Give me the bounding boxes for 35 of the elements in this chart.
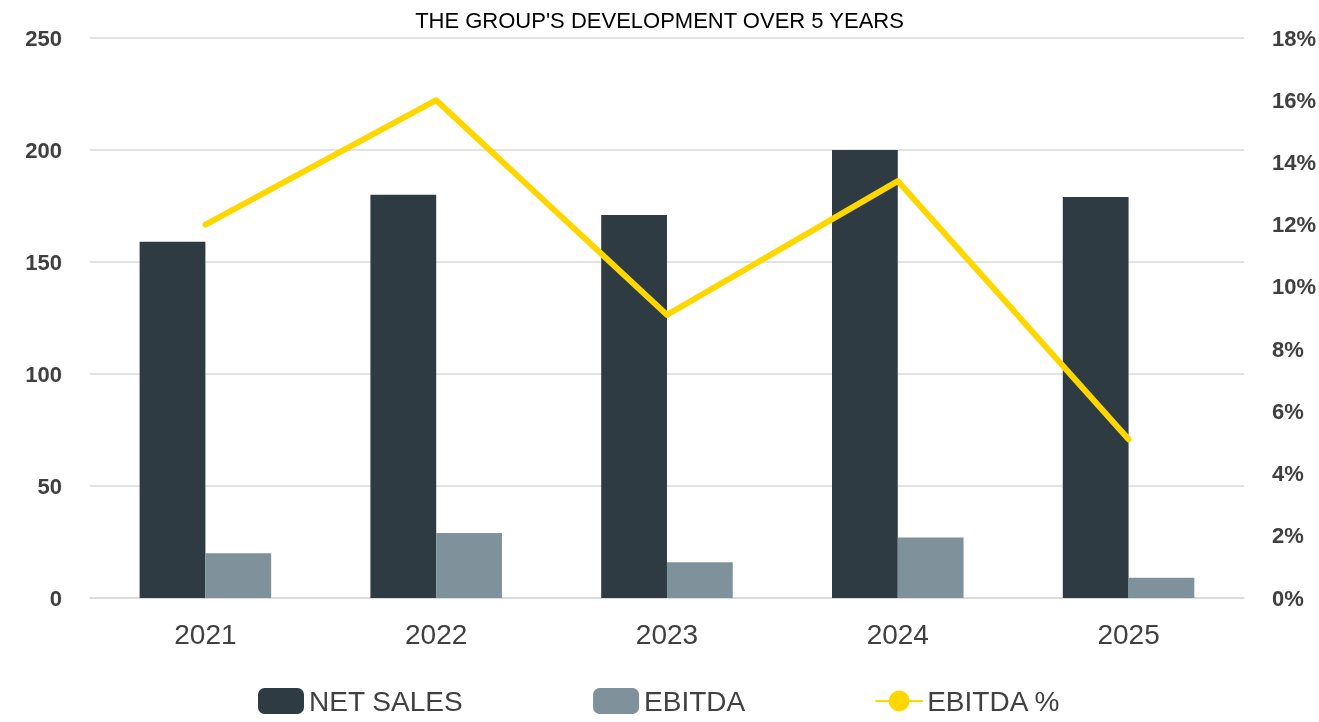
y-tick-label: 0 bbox=[49, 585, 62, 611]
y2-tick-label: 8% bbox=[1271, 336, 1304, 362]
y2-tick-label: 10% bbox=[1271, 274, 1317, 300]
y2-tick-label: 0% bbox=[1271, 585, 1304, 611]
x-tick-label: 2024 bbox=[866, 618, 929, 650]
legend-label: EBITDA % bbox=[927, 685, 1060, 717]
y-tick-label: 200 bbox=[25, 137, 62, 163]
y2-tick-label: 2% bbox=[1271, 523, 1304, 549]
y-tick-label: 150 bbox=[25, 249, 62, 275]
y-tick-label: 250 bbox=[25, 25, 62, 51]
y-tick-label: 50 bbox=[37, 473, 62, 499]
bar bbox=[601, 214, 667, 598]
y2-tick-label: 14% bbox=[1271, 149, 1317, 175]
bar bbox=[139, 241, 206, 598]
x-tick-label: 2023 bbox=[635, 618, 699, 650]
y2-tick-label: 16% bbox=[1271, 87, 1317, 113]
x-tick-label: 2022 bbox=[405, 618, 468, 650]
y2-tick-label: 6% bbox=[1271, 398, 1304, 424]
bar bbox=[832, 150, 898, 598]
x-tick-label: 2025 bbox=[1097, 618, 1160, 650]
bar bbox=[1062, 197, 1129, 598]
y2-tick-label: 12% bbox=[1271, 212, 1317, 238]
y2-tick-label: 4% bbox=[1271, 461, 1304, 487]
y2-tick-label: 18% bbox=[1271, 25, 1317, 51]
legend-label: NET SALES bbox=[309, 685, 463, 717]
bar bbox=[1128, 577, 1195, 598]
bar bbox=[436, 533, 502, 598]
bar bbox=[370, 194, 437, 598]
bar bbox=[897, 537, 964, 598]
chart-title: THE GROUP'S DEVELOPMENT OVER 5 YEARS bbox=[415, 7, 904, 33]
legend-label: EBITDA bbox=[644, 685, 746, 717]
bar bbox=[205, 553, 272, 598]
x-tick-label: 2021 bbox=[174, 618, 237, 650]
bar bbox=[666, 562, 733, 598]
y-tick-label: 100 bbox=[25, 361, 62, 387]
